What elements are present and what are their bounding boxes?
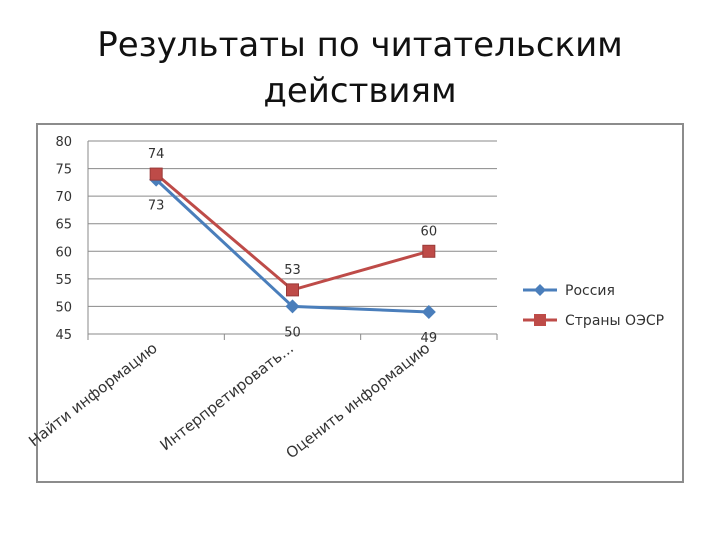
y-tick-label: 50 <box>55 300 72 315</box>
data-label: 49 <box>421 331 438 346</box>
y-tick-label: 60 <box>55 245 72 260</box>
y-tick-label: 55 <box>55 273 72 288</box>
legend-swatch-marker <box>534 284 546 296</box>
data-point-marker <box>422 244 436 258</box>
x-tick-label: Найти информацию <box>25 339 160 450</box>
data-label: 73 <box>148 199 165 214</box>
legend-label: Россия <box>565 283 615 299</box>
legend-label: Страны ОЭСР <box>565 313 664 329</box>
data-label: 60 <box>421 224 438 239</box>
x-tick-label: Интерпретировать... <box>156 339 296 454</box>
data-point-marker <box>285 299 300 314</box>
slide-title-line-2: действиям <box>263 71 457 111</box>
data-point-marker <box>149 167 163 181</box>
y-tick-label: 70 <box>55 190 72 205</box>
data-label: 50 <box>284 325 301 340</box>
legend-swatch-marker <box>534 314 546 326</box>
slide-title: Результаты по читательским действиям <box>0 22 720 114</box>
data-label: 53 <box>284 263 301 278</box>
data-label: 74 <box>148 147 165 162</box>
y-tick-label: 80 <box>55 135 72 150</box>
data-point-marker <box>421 304 436 319</box>
chart-frame <box>36 123 684 483</box>
y-tick-label: 45 <box>55 328 72 343</box>
slide-title-line-1: Результаты по читательским <box>97 25 623 65</box>
y-tick-label: 75 <box>55 163 72 178</box>
y-tick-label: 65 <box>55 218 72 233</box>
x-tick-label: Оценить информацию <box>282 339 433 462</box>
data-point-marker <box>286 283 299 297</box>
